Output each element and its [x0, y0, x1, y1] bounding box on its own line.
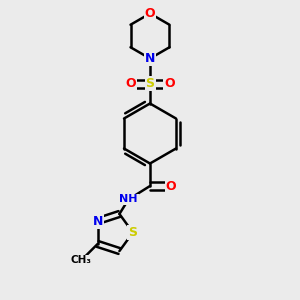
Text: S: S — [146, 77, 154, 91]
Text: CH₃: CH₃ — [70, 256, 92, 266]
Text: NH: NH — [119, 194, 138, 205]
Text: O: O — [164, 77, 175, 91]
Text: O: O — [145, 7, 155, 20]
Text: N: N — [92, 214, 103, 227]
Text: O: O — [125, 77, 136, 91]
Text: N: N — [145, 52, 155, 65]
Text: S: S — [128, 226, 137, 239]
Text: O: O — [166, 179, 176, 193]
